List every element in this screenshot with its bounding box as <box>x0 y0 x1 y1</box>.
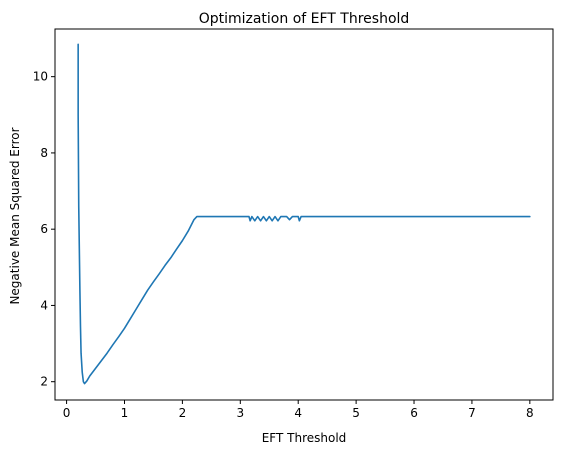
x-tick-label: 4 <box>294 406 302 420</box>
x-tick-label: 7 <box>468 406 476 420</box>
y-tick-label: 8 <box>40 146 48 160</box>
x-tick-label: 5 <box>352 406 360 420</box>
x-tick-label: 6 <box>410 406 418 420</box>
x-tick-label: 2 <box>179 406 187 420</box>
y-axis-label: Negative Mean Squared Error <box>8 127 22 304</box>
axis-ticks: 0 1 2 3 4 5 6 7 8 2 4 6 8 10 <box>33 70 534 420</box>
x-tick-label: 0 <box>63 406 71 420</box>
y-tick-label: 6 <box>40 222 48 236</box>
y-tick-label: 10 <box>33 70 48 84</box>
x-axis-label: EFT Threshold <box>262 431 347 445</box>
y-tick-label: 4 <box>40 298 48 312</box>
chart-title: Optimization of EFT Threshold <box>199 11 410 27</box>
series-group <box>77 43 531 385</box>
x-tick-label: 8 <box>526 406 534 420</box>
series-line <box>77 43 531 385</box>
plot-frame <box>54 28 554 401</box>
x-tick-label: 1 <box>121 406 129 420</box>
y-tick-label: 2 <box>40 375 48 389</box>
x-tick-label: 3 <box>236 406 244 420</box>
